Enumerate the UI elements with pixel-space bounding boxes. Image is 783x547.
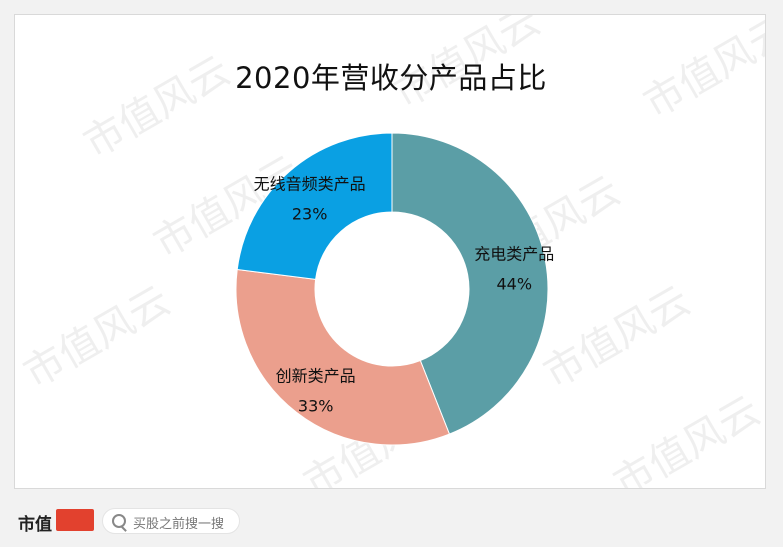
donut-chart: 充电类产品 44% 创新类产品 33% 无线音频类产品 23% — [235, 132, 554, 446]
donut-slice-2 — [235, 268, 451, 446]
brand-logo-text: 市值 — [18, 515, 52, 535]
donut-slice-1 — [391, 132, 549, 435]
chart-title: 2020年营收分产品占比 — [235, 61, 547, 95]
donut-slice-3 — [236, 132, 393, 280]
slice-percent-label: 23% — [292, 205, 328, 224]
slice-category-label: 充电类产品 — [474, 245, 554, 264]
slice-percent-label: 33% — [298, 396, 334, 415]
slice-category-label: 无线音频类产品 — [254, 175, 366, 194]
footer-bar: 市值 买股之前搜一搜 — [0, 502, 783, 547]
search-icon — [112, 514, 126, 528]
chart-card: 市值风云 市值风云 市值风云 市值风云 市值风云 市值风云 市值风云 市值风云 … — [14, 14, 766, 489]
brand-badge-icon — [56, 509, 94, 531]
slice-category-label: 创新类产品 — [276, 366, 356, 385]
search-input[interactable]: 买股之前搜一搜 — [102, 508, 240, 534]
slice-percent-label: 44% — [497, 275, 533, 294]
search-placeholder: 买股之前搜一搜 — [133, 517, 225, 532]
